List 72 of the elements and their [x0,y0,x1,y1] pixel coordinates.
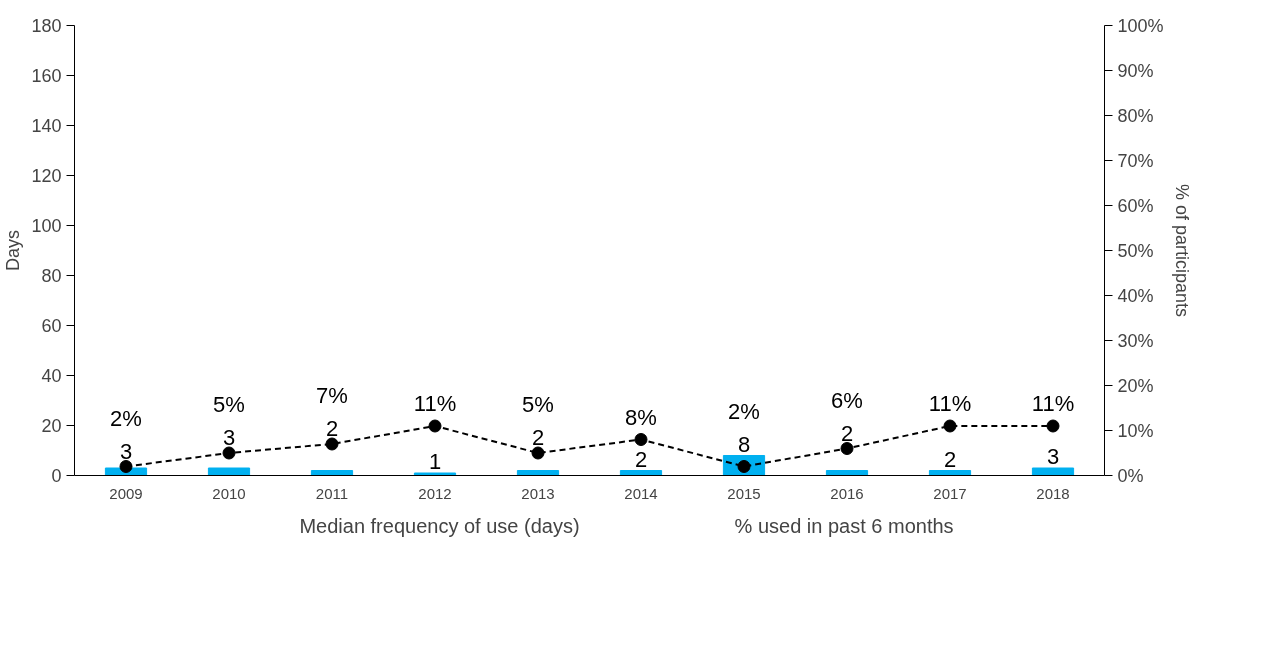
data-label: 2 [531,425,545,450]
data-label: 5% [213,392,245,417]
point [325,437,339,451]
y-tick-label: 80 [41,266,62,286]
x-tick-label: 2017 [933,484,967,502]
data-label: 2 [634,446,648,472]
data-label: 5% [522,392,554,417]
y2-tick-label: 80% [1117,105,1154,126]
bar [413,472,457,476]
point [943,419,957,433]
data-label: 6% [831,387,863,413]
y-tick-label: 20 [41,416,62,436]
y-tick-label: 60 [41,316,62,336]
x-tick-label: 2014 [624,484,658,502]
data-label: 11% [413,391,457,416]
bar [1031,467,1075,476]
point [428,419,442,433]
y-tick-label: 40 [41,366,62,386]
bar [619,470,663,476]
data-label: 11% [928,391,972,416]
bar [516,470,560,476]
x-tick-label: 2018 [1036,484,1070,502]
point [634,433,648,446]
y2-tick-label: 50% [1117,240,1154,261]
bar [207,467,251,476]
y-tick-label: 0 [51,466,62,486]
y2-tick-label: 100% [1117,15,1164,36]
y2-tick-label: 70% [1117,150,1154,171]
data-label: 11% [1031,391,1075,416]
y2-tick-label: 90% [1117,60,1154,81]
y-tick-label: 100 [31,216,62,236]
data-label: 2% [728,398,760,424]
data-label: 3 [222,425,236,450]
point [119,460,133,473]
y2-tick-label: 20% [1117,375,1154,396]
data-label: 3 [119,438,133,464]
text: Median frequency of use (days) [299,514,580,538]
y-tick-label: 140 [31,116,62,136]
bar [825,470,869,476]
data-label: 1 [428,449,442,474]
point [222,446,236,460]
x-tick-label: 2011 [315,484,349,502]
data-label: 7% [316,383,348,408]
y2-tick-label: 60% [1117,195,1154,216]
y2-tick-label: 10% [1117,420,1154,441]
y2-axis-title: % of participants [1171,183,1192,318]
bar [310,470,354,476]
x-tick-label: 2012 [418,484,452,502]
x-tick-label: 2009 [109,484,143,502]
data-label: 8 [737,431,751,457]
y-tick-label: 160 [31,66,62,86]
y-tick-label: 180 [31,16,62,36]
data-label: 2 [325,416,339,441]
text: % used in past 6 months [734,514,954,538]
data-label: 8% [625,404,657,430]
bar [928,470,972,476]
x-tick-label: 2010 [212,484,246,502]
y-tick-label: 120 [31,166,62,186]
point [840,442,854,455]
point [1046,419,1060,433]
data-label: 2% [110,405,142,431]
data-label: 2 [943,446,957,472]
x-tick-label: 2015 [727,484,761,502]
y-axis-title: Days [3,229,24,271]
point [531,446,545,460]
y2-tick-label: 0% [1117,465,1144,486]
x-tick-label: 2016 [830,484,864,502]
data-label: 2 [840,420,854,446]
y2-tick-label: 30% [1117,330,1154,351]
data-label: 3 [1046,444,1060,469]
y2-tick-label: 40% [1117,285,1154,306]
x-tick-label: 2013 [521,484,555,502]
